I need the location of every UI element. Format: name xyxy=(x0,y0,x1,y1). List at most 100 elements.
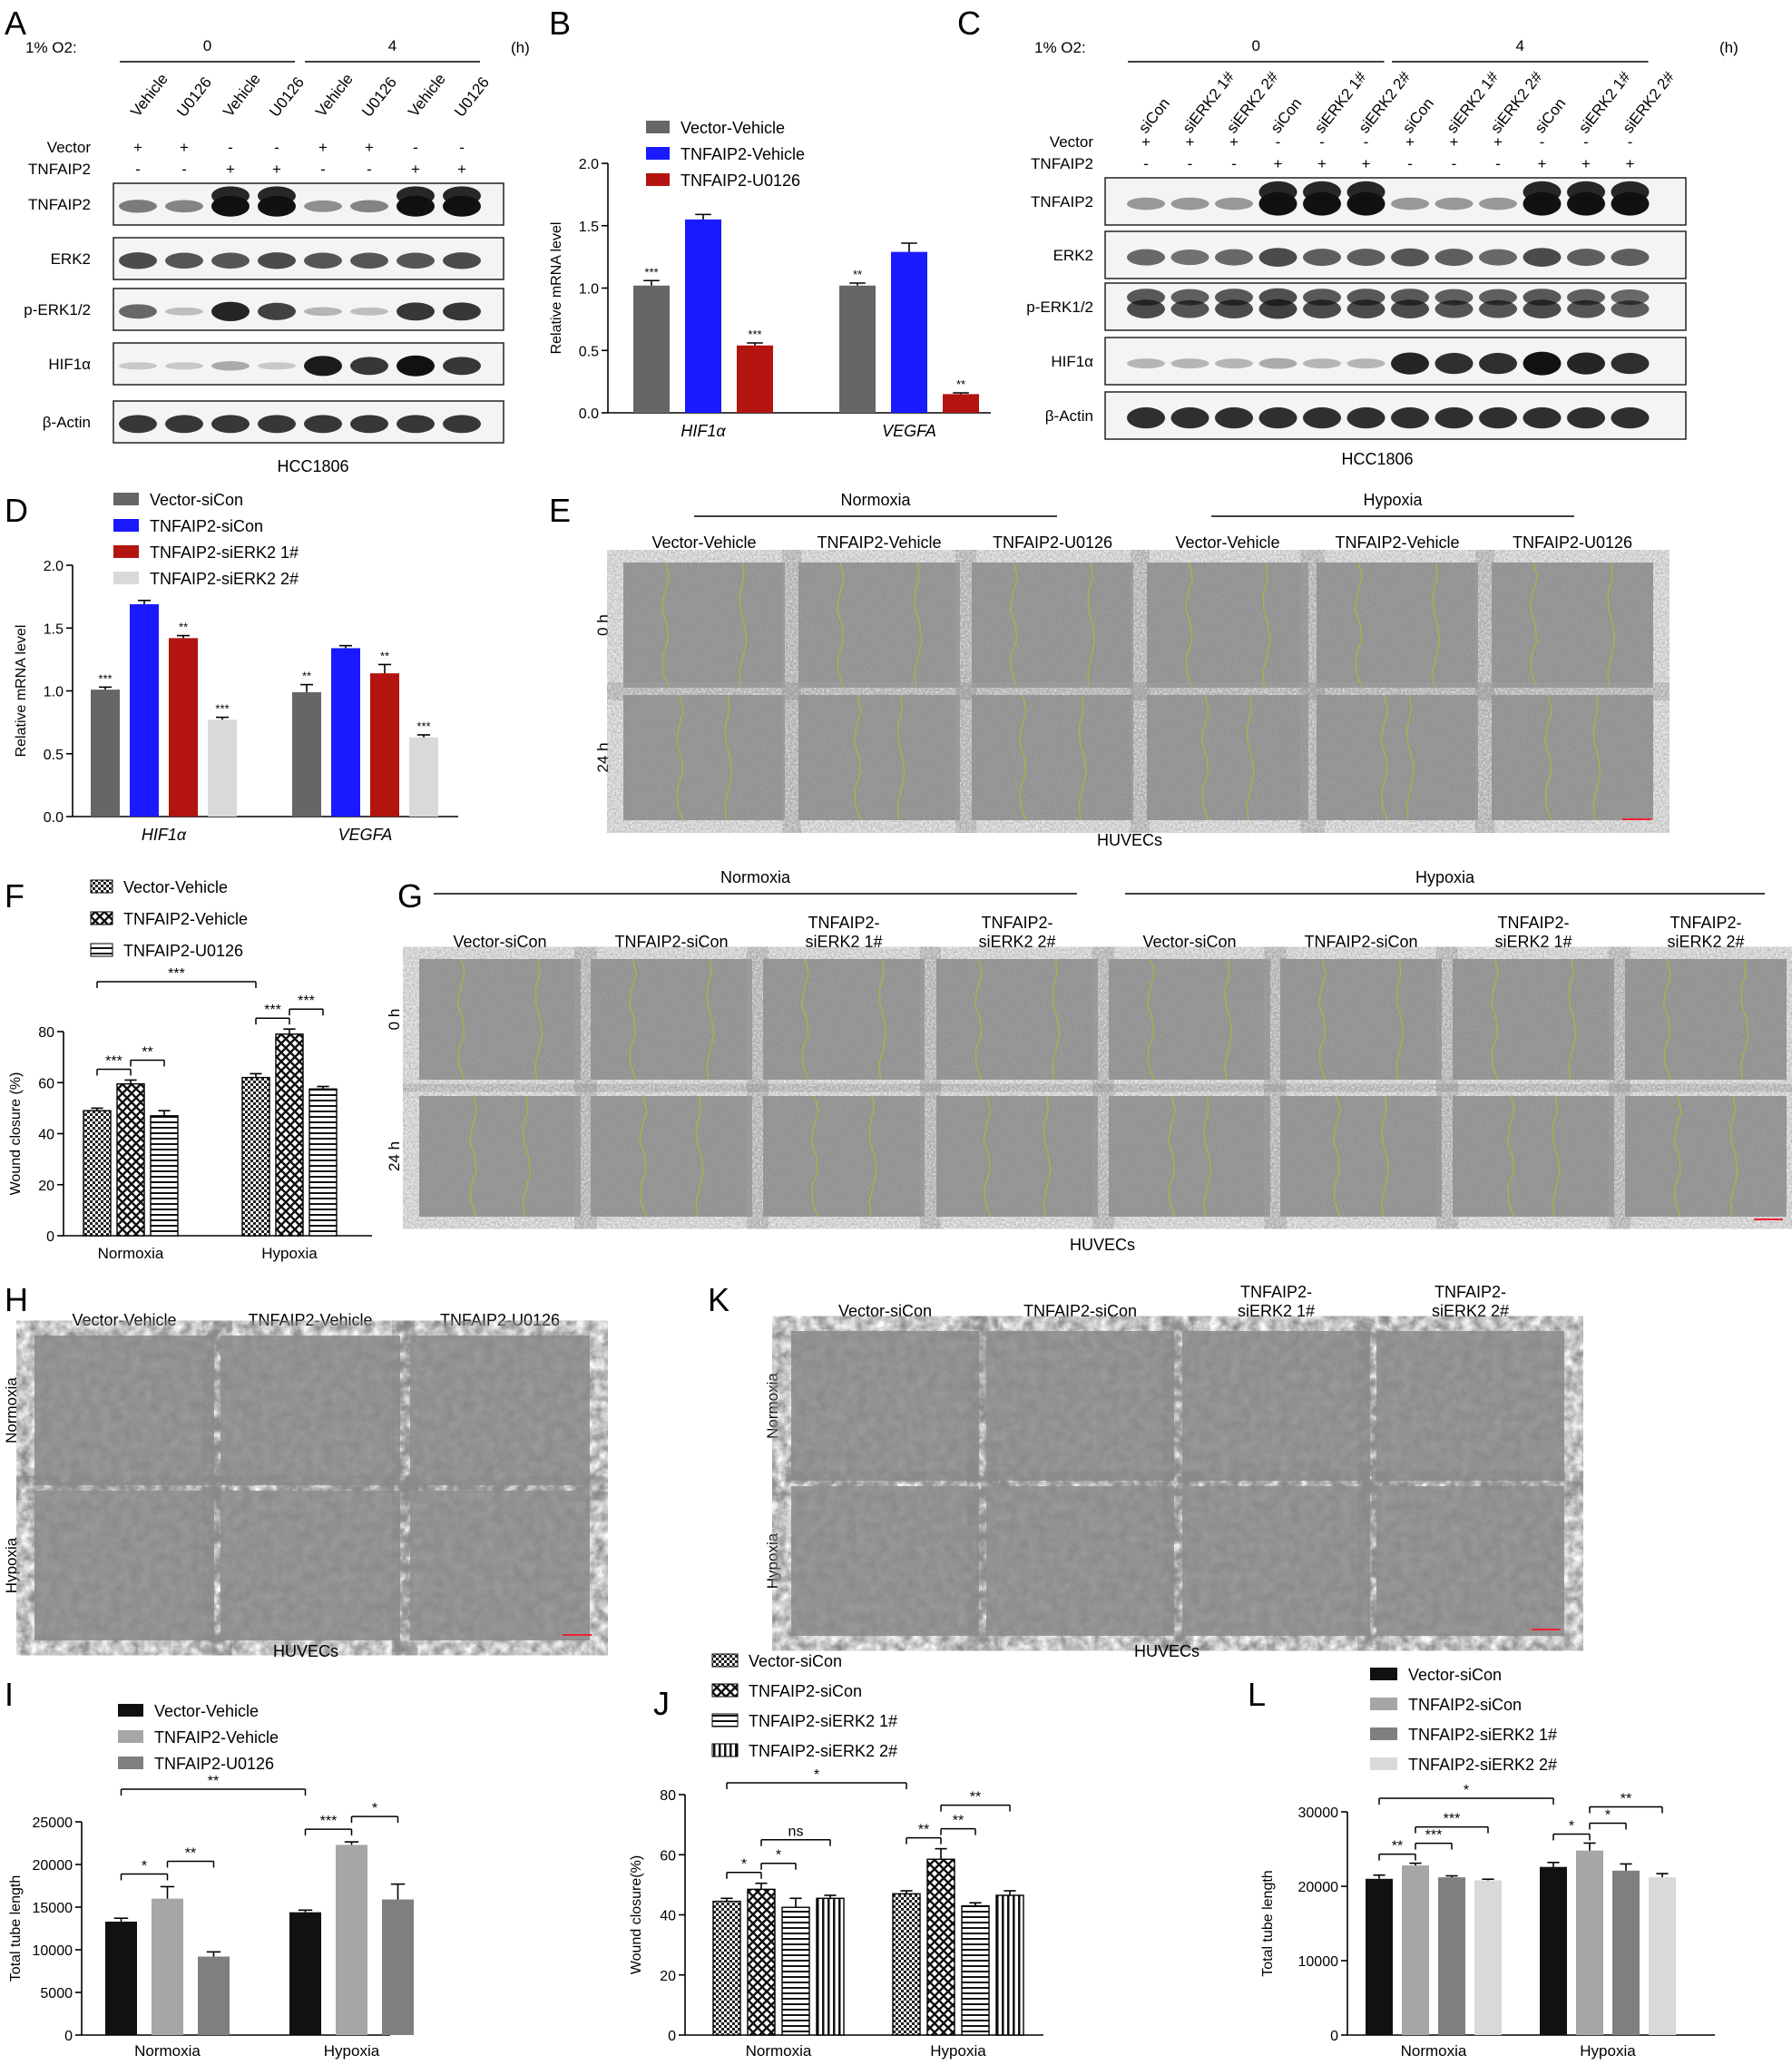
panel-e-micrograph-texture xyxy=(623,563,785,688)
chart-f-bracket-label: ** xyxy=(142,1044,152,1060)
panel-c-tnfaip2-sign: + xyxy=(1581,155,1591,172)
panel-a-band xyxy=(165,200,203,213)
panel-i-micrograph-wound-edge xyxy=(1506,1095,1515,1218)
panel-a-band xyxy=(350,200,388,213)
panel-c-band xyxy=(1479,406,1517,429)
panel-e-micrograph-wound-edge xyxy=(661,562,670,689)
panel-i-micrograph-wound-edge xyxy=(1673,1095,1682,1218)
panel-e-micrograph-texture xyxy=(1147,695,1308,820)
panel-i-caption: HUVECs xyxy=(1070,1236,1135,1254)
panel-e-column-label: TNFAIP2-Vehicle xyxy=(1335,533,1459,552)
panel-i-micrograph-wound-edge xyxy=(1146,958,1155,1081)
panel-e-micrograph-wound-edge xyxy=(1607,562,1616,689)
panel-e-micrograph-wound-edge xyxy=(896,694,906,821)
panel-e-micrograph-wound-edge xyxy=(1200,694,1209,821)
panel-a-vector-sign: + xyxy=(180,139,189,156)
panel-g-row-label: Hypoxia xyxy=(3,1537,20,1593)
chart-l-bracket-label: * xyxy=(1605,1807,1611,1823)
chart-b-legend-label: TNFAIP2-Vehicle xyxy=(681,145,805,163)
panel-c-blot-label: ERK2 xyxy=(1053,247,1093,264)
chart-b-sig-label: *** xyxy=(748,328,761,341)
panel-i-micrograph-wound-edge xyxy=(1552,1095,1561,1218)
chart-b-y-tick-label: 0.5 xyxy=(579,344,599,359)
chart-d-sig-label: *** xyxy=(416,719,430,733)
chart-h-bracket-label: ** xyxy=(208,1774,219,1789)
panel-g-micrograph xyxy=(410,1336,590,1485)
panel-c-vector-sign: - xyxy=(1319,133,1325,151)
chart-d-bar xyxy=(370,673,399,817)
chart-l-legend-swatch xyxy=(1370,1698,1397,1710)
chart-j-legend-swatch xyxy=(711,1743,739,1757)
chart-b-legend-swatch xyxy=(646,147,670,160)
panel-i-micrograph-texture xyxy=(1109,1096,1270,1217)
panel-e-micrograph xyxy=(1317,695,1478,820)
panel-c-tnfaip2-sign: - xyxy=(1231,155,1237,172)
chart-d-y-tick-label: 1.5 xyxy=(44,621,64,637)
panel-i-micrograph-texture xyxy=(1625,959,1787,1080)
panel-c-band xyxy=(1611,406,1650,429)
chart-f-bar xyxy=(275,1033,304,1237)
panel-e-column-label: Vector-Vehicle xyxy=(1175,533,1279,552)
panel-a-tnfaip2-sign: + xyxy=(272,161,281,178)
chart-h-bracket-label: *** xyxy=(320,1814,338,1829)
panel-c-band-upper xyxy=(1215,289,1253,307)
panel-i-micrograph-wound-edge xyxy=(1317,958,1327,1081)
panel-e-micrograph-texture xyxy=(623,695,785,820)
chart-f-bar xyxy=(241,1076,270,1237)
panel-i-micrograph-wound-edge xyxy=(1568,958,1577,1081)
panel-e-micrograph xyxy=(972,563,1133,688)
panel-c-band-upper xyxy=(1127,289,1165,307)
panel-e-micrograph-wound-edge xyxy=(675,694,684,821)
panel-a-band xyxy=(350,415,388,434)
panel-c-blot-label: β-Actin xyxy=(1045,407,1093,425)
chart-j-bracket-label: * xyxy=(741,1857,747,1873)
chart-j-bracket-label: ** xyxy=(918,1823,929,1838)
panel-c-band-upper xyxy=(1346,181,1386,203)
panel-k-micrograph-texture xyxy=(1182,1331,1370,1481)
panel-e-micrograph xyxy=(972,695,1133,820)
panel-e-row-label: 0 h xyxy=(594,614,612,636)
panel-a-blot-frame xyxy=(113,182,504,226)
panel-a-band xyxy=(443,252,481,269)
panel-a-blot-frame xyxy=(113,288,504,331)
chart-j-bracket-label: * xyxy=(814,1767,819,1783)
chart-b-sig-label: ** xyxy=(956,377,965,391)
panel-c-band xyxy=(1479,352,1517,375)
panel-c-vector-sign: + xyxy=(1186,133,1195,151)
panel-a-vector-label: Vector xyxy=(47,139,92,156)
panel-e-micrograph-wound-edge xyxy=(724,694,733,821)
chart-j-bar xyxy=(995,1894,1024,2036)
chart-l-bar xyxy=(1474,1880,1502,2035)
panel-c-band xyxy=(1215,406,1253,429)
chart-j-legend-label: TNFAIP2-siCon xyxy=(749,1682,862,1700)
chart-f-legend-swatch xyxy=(90,911,113,925)
panel-e-micrograph xyxy=(623,563,785,688)
panel-e-micrograph xyxy=(1492,695,1653,820)
chart-d-bar xyxy=(91,690,120,817)
panel-a-band xyxy=(119,415,157,434)
chart-j-y-axis-label: Wound closure(%) xyxy=(629,1855,644,1974)
chart-h-legend-swatch xyxy=(118,1704,143,1717)
chart-j-bar xyxy=(926,1858,955,2036)
panel-a-band xyxy=(211,415,250,434)
chart-d-bar xyxy=(130,603,159,817)
panel-g-micrograph-texture xyxy=(34,1491,214,1640)
panel-a-time-0: 0 xyxy=(203,37,211,54)
panel-a-lane-label: Vehicle xyxy=(127,71,171,121)
panel-g-micrograph xyxy=(34,1336,214,1485)
panel-c-band xyxy=(1170,358,1209,369)
panel-c-band xyxy=(1258,406,1297,429)
panel-i-micrograph-wound-edge xyxy=(1395,958,1405,1081)
panel-c-blot-label: HIF1α xyxy=(1051,353,1093,370)
chart-b-legend-swatch xyxy=(646,121,670,133)
panel-e-micrograph-wound-edge xyxy=(1529,562,1538,689)
panel-i-row-label: 0 h xyxy=(386,1009,403,1031)
panel-i-micrograph-wound-edge xyxy=(1662,958,1671,1081)
panel-a-band xyxy=(443,357,481,376)
panel-i-column-label: siERK2 1# xyxy=(805,933,882,951)
panel-e-micrograph xyxy=(1147,563,1308,688)
panel-e-group-label: Hypoxia xyxy=(1363,491,1423,509)
panel-a-lane-label: U0126 xyxy=(358,73,400,120)
panel-c-band xyxy=(1435,197,1474,210)
panel-c-band xyxy=(1127,197,1165,210)
